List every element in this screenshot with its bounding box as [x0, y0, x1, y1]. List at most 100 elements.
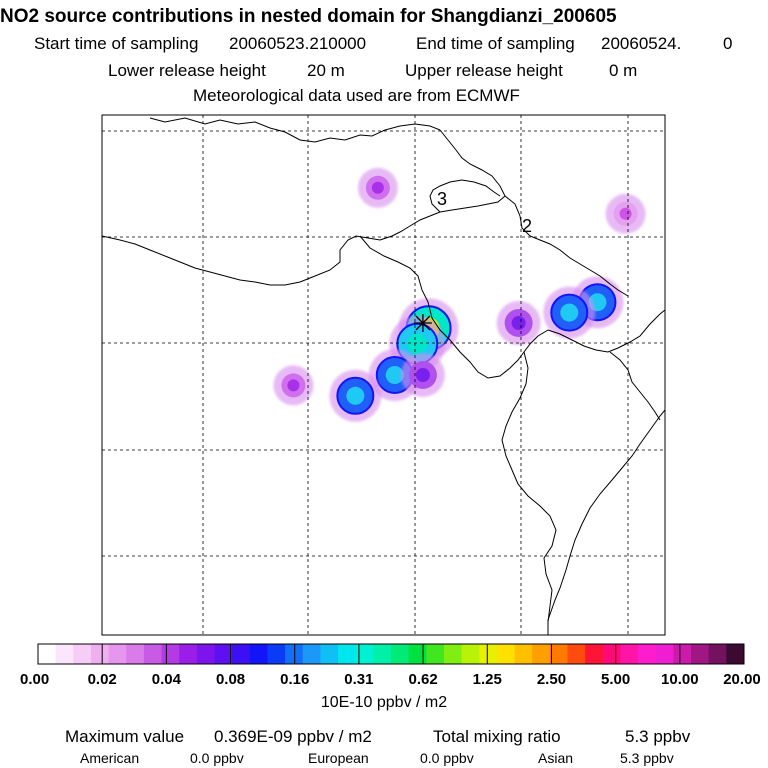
colorbar-ticks: 0.00 0.02 0.04 0.08 0.16 0.31 0.62 1.25 2.50 5.00…: [20, 644, 761, 688]
total-mixing-value: 5.3 ppbv: [625, 727, 691, 746]
plume-layer: [273, 167, 646, 422]
colorbar-tick-label: 0.16: [280, 671, 309, 688]
colorbar-swatch: [549, 644, 568, 664]
european-value: 0.0 ppbv: [420, 750, 474, 766]
plume-core: [346, 386, 365, 405]
colorbar-tick-label: 0.62: [408, 671, 437, 688]
colorbar-swatch: [285, 644, 304, 664]
plume-core: [371, 181, 384, 194]
colorbar-swatch: [232, 644, 251, 664]
colorbar-tick-label: 0.00: [20, 671, 49, 688]
end-time-suffix: 0: [723, 34, 733, 53]
american-value: 0.0 ppbv: [190, 750, 244, 766]
colorbar-tick-label: 1.25: [473, 671, 502, 688]
colorbar-tick-label: 0.04: [152, 671, 182, 688]
american-label: American: [80, 750, 140, 766]
plume-core: [407, 333, 428, 354]
colorbar-swatch: [479, 644, 498, 664]
upper-height-label: Upper release height: [405, 61, 563, 80]
map-panel: 3 2: [101, 114, 666, 636]
colorbar-swatch: [443, 644, 463, 664]
asian-value: 5.3 ppbv: [620, 750, 674, 766]
peninsula-korea-west: [501, 351, 557, 635]
colorbar-swatch: [108, 644, 127, 664]
european-label: European: [308, 750, 369, 766]
plume-core: [619, 207, 632, 220]
plume-core: [287, 379, 300, 392]
colorbar-swatch: [73, 644, 92, 664]
colorbar-swatch: [708, 644, 727, 664]
colorbar-swatch: [38, 644, 57, 664]
colorbar-tick-label: 0.08: [216, 671, 245, 688]
colorbar-swatch: [496, 644, 516, 664]
receptor-marker: [413, 314, 432, 332]
grid-label-2: 2: [522, 216, 532, 236]
colorbar-tick-label: 5.00: [601, 671, 630, 688]
grid-lines: [102, 115, 665, 635]
colorbar-swatch: [461, 644, 480, 664]
end-time-label: End time of sampling: [416, 34, 575, 53]
upper-height-value: 0 m: [609, 61, 638, 80]
colorbar-swatch: [90, 644, 110, 664]
colorbar-swatch: [655, 644, 674, 664]
colorbar-tick-label: 10.00: [661, 671, 699, 688]
end-time-value: 20060524.: [601, 34, 682, 53]
plume-core: [385, 366, 404, 384]
max-value-label: Maximum value: [65, 727, 185, 746]
receptor-star-stroke: [415, 315, 431, 331]
colorbar-swatch: [126, 644, 145, 664]
colorbar-swatch: [267, 644, 286, 664]
peninsula-korea-east: [547, 409, 665, 635]
border-east: [609, 351, 661, 421]
northern-border: [149, 117, 441, 143]
colorbar-swatch: [355, 644, 374, 664]
coast-central: [359, 235, 549, 379]
total-mixing-label: Total mixing ratio: [433, 727, 561, 746]
colorbar-swatch: [196, 644, 215, 664]
coast-east: [504, 195, 629, 297]
chart-title: NO2 source contributions in nested domai…: [0, 6, 617, 27]
colorbar-swatch: [532, 644, 551, 664]
colorbar-tick-label: 0.31: [344, 671, 373, 688]
coastlines: [102, 117, 665, 635]
start-time-label: Start time of sampling: [34, 34, 199, 53]
colorbar-swatch: [426, 644, 445, 664]
peninsula-north: [429, 179, 501, 213]
plume-core: [511, 316, 526, 330]
colorbar-swatch: [302, 644, 321, 664]
colorbar-swatch: [567, 644, 586, 664]
colorbar-units: 10E-10 ppbv / m2: [321, 694, 447, 711]
plume-core: [415, 368, 430, 382]
colorbar: [37, 643, 745, 665]
colorbar-swatch: [691, 644, 710, 664]
colorbar-tick-label: 2.50: [537, 671, 566, 688]
colorbar-tick-label: 0.02: [88, 671, 117, 688]
colorbar-swatch: [391, 644, 410, 664]
met-data-note: Meteorological data used are from ECMWF: [193, 86, 520, 105]
colorbar-swatch: [726, 644, 745, 664]
start-time-value: 20060523.210000: [229, 34, 367, 53]
colorbar-swatch: [408, 644, 427, 664]
colorbar-swatch: [620, 644, 639, 664]
colorbar-swatch: [143, 644, 163, 664]
lower-height-label: Lower release height: [108, 61, 266, 80]
colorbar-tick-label: 20.00: [723, 671, 761, 688]
max-value: 0.369E-09 ppbv / m2: [214, 727, 372, 746]
colorbar-swatch: [214, 644, 233, 664]
colorbar-swatch: [373, 644, 392, 664]
coast-southeast: [547, 309, 665, 353]
colorbar-swatch: [338, 644, 357, 664]
colorbar-swatch: [514, 644, 533, 664]
plume-core: [560, 303, 579, 322]
colorbar-swatch: [249, 644, 268, 664]
colorbar-swatch: [585, 644, 604, 664]
colorbar-swatch: [602, 644, 621, 664]
grid-label-3: 3: [437, 189, 447, 209]
lower-height-value: 20 m: [307, 61, 345, 80]
colorbar-swatch: [673, 644, 692, 664]
colorbar-swatch: [320, 644, 339, 664]
colorbar-swatch: [55, 644, 74, 664]
asian-label: Asian: [538, 750, 574, 766]
coast-bohai: [102, 129, 506, 286]
